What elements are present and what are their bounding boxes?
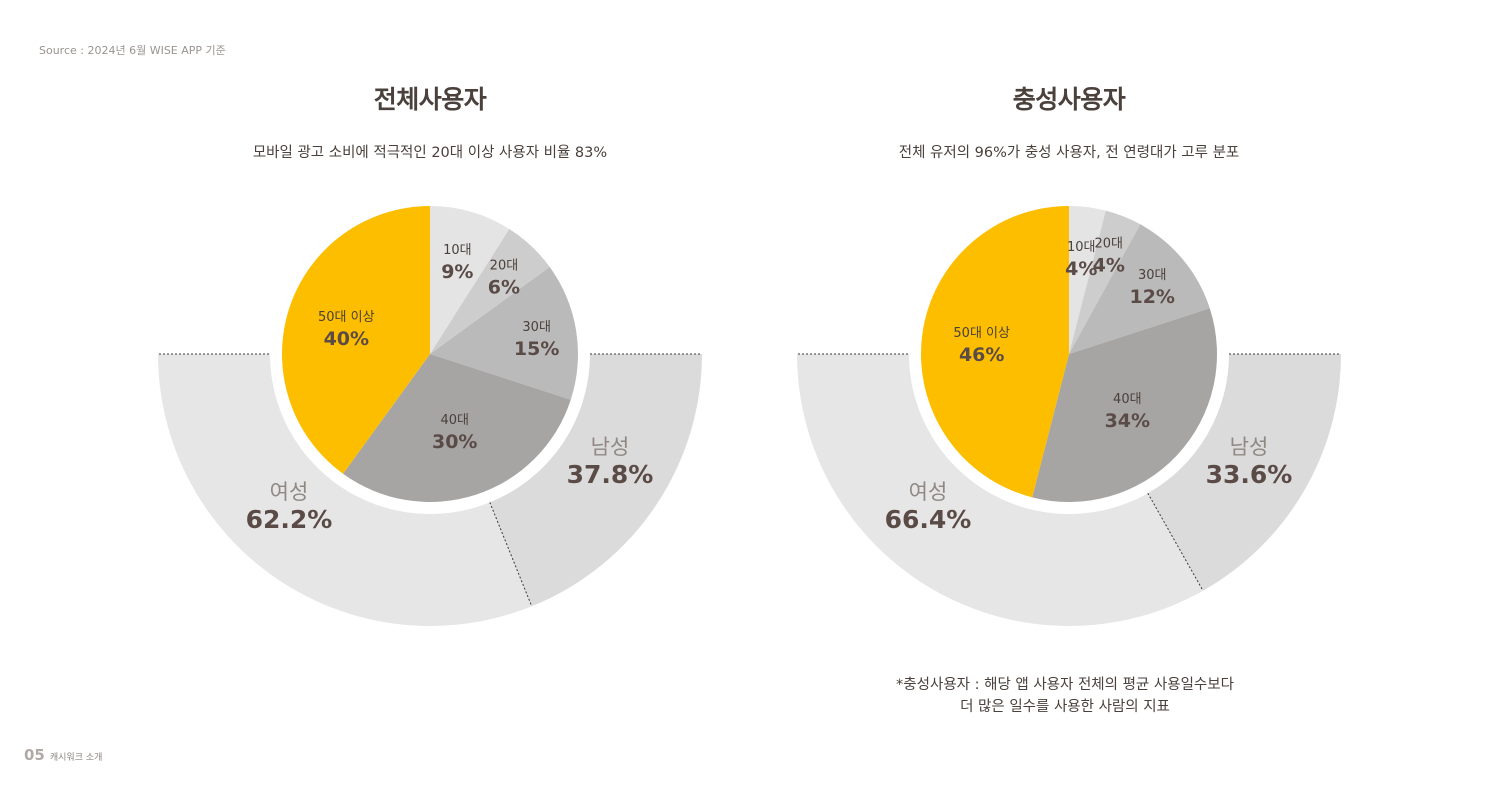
slice-label-4: 40대 — [1113, 392, 1142, 407]
slice-value-3: 12% — [1129, 286, 1174, 308]
pie-slice-1 — [430, 206, 510, 354]
slice-value-4: 30% — [432, 431, 477, 453]
gender-ring-male — [1147, 354, 1341, 591]
source-note: Source : 2024년 6월 WISE APP 기준 — [39, 44, 226, 57]
gender-label-female: 여성 — [270, 480, 309, 504]
slice-label-5: 50대 이상 — [318, 310, 375, 325]
pie-slice-3 — [1069, 224, 1210, 354]
pie-slice-5 — [921, 206, 1069, 498]
slice-value-1: 9% — [441, 261, 473, 283]
slice-value-1: 4% — [1065, 258, 1097, 280]
slice-label-1: 10대 — [443, 243, 472, 258]
gender-value-male: 33.6% — [1206, 460, 1293, 489]
gender-divider-line — [1147, 492, 1204, 591]
pie-slice-3 — [430, 267, 578, 400]
chart-title-loyal-users: 충성사용자 — [1012, 85, 1126, 114]
slice-label-5: 50대 이상 — [953, 326, 1010, 341]
pie-slice-1 — [1069, 206, 1106, 354]
gender-label-male: 남성 — [591, 435, 630, 459]
slice-label-1: 10대 — [1067, 240, 1096, 255]
slice-value-2: 6% — [488, 276, 520, 298]
gender-label-female: 여성 — [909, 480, 948, 504]
chart-title-all-users: 전체사용자 — [373, 85, 487, 114]
slice-label-3: 30대 — [1138, 268, 1167, 283]
slice-value-5: 40% — [324, 328, 369, 350]
slice-label-2: 20대 — [490, 258, 519, 273]
page-footer: 05 캐시워크 소개 — [24, 746, 102, 764]
gender-value-female: 66.4% — [885, 505, 972, 534]
slice-label-3: 30대 — [522, 320, 551, 335]
footnote-line-1: *충성사용자 : 해당 앱 사용자 전체의 평균 사용일수보다 — [896, 677, 1234, 693]
gender-ring-male — [489, 354, 702, 607]
slice-value-5: 46% — [959, 344, 1004, 366]
slice-value-3: 15% — [514, 338, 559, 360]
slice-label-4: 40대 — [440, 413, 469, 428]
slice-label-2: 20대 — [1094, 237, 1123, 252]
gender-ring-female — [797, 354, 1204, 626]
slice-value-2: 4% — [1093, 255, 1125, 277]
chart-subtitle-loyal-users: 전체 유저의 96%가 충성 사용자, 전 연령대가 고루 분포 — [898, 145, 1240, 161]
slice-value-4: 34% — [1105, 410, 1150, 432]
footnote-line-2: 더 많은 일수를 사용한 사람의 지표 — [960, 699, 1170, 715]
chart-subtitle-all-users: 모바일 광고 소비에 적극적인 20대 이상 사용자 비율 83% — [252, 145, 608, 161]
pie-slice-4 — [343, 354, 571, 502]
footnote: *충성사용자 : 해당 앱 사용자 전체의 평균 사용일수보다 더 많은 일수를… — [860, 674, 1270, 718]
pie-slice-4 — [1032, 308, 1217, 502]
gender-label-male: 남성 — [1230, 435, 1269, 459]
gender-divider-line — [489, 502, 533, 607]
pie-slice-2 — [430, 229, 550, 354]
gender-ring-female — [158, 354, 532, 627]
footer-section-title: 캐시워크 소개 — [49, 753, 103, 763]
gender-value-male: 37.8% — [567, 460, 654, 489]
pie-slice-2 — [1069, 210, 1141, 354]
page-number: 05 — [24, 746, 45, 764]
gender-value-female: 62.2% — [246, 505, 333, 534]
pie-slice-5 — [281, 206, 430, 474]
